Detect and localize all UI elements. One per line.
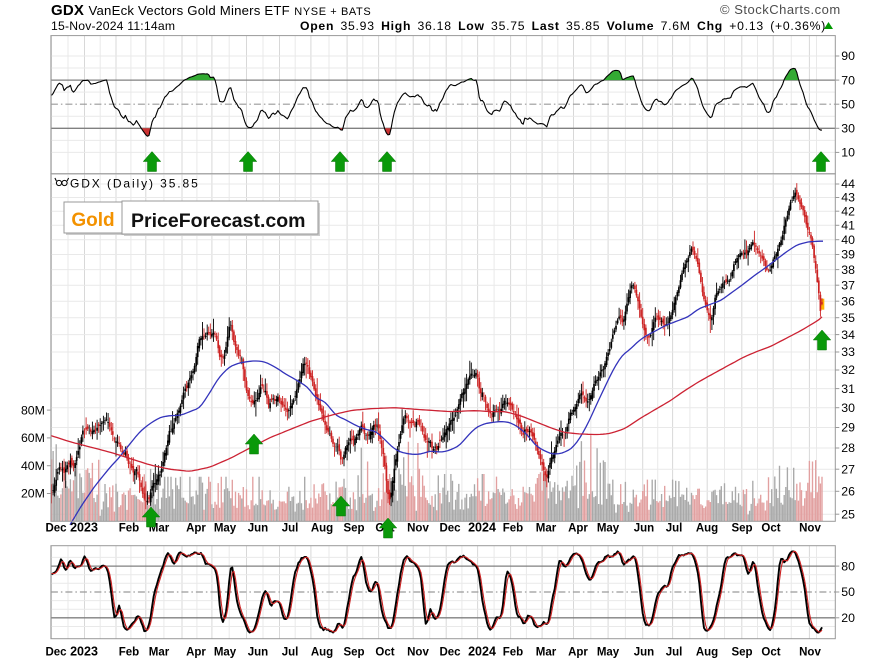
svg-text:60M: 60M [21,431,45,445]
svg-text:May: May [597,647,620,659]
svg-text:37: 37 [841,278,855,292]
svg-text:40M: 40M [21,459,45,473]
svg-text:2023: 2023 [70,521,98,535]
svg-text:Mar: Mar [149,647,170,659]
svg-text:36: 36 [841,294,855,308]
svg-text:Aug: Aug [311,647,333,659]
svg-text:Jun: Jun [248,523,268,535]
svg-text:GDX (Daily) 35.85: GDX (Daily) 35.85 [70,177,200,191]
svg-text:39: 39 [841,248,855,262]
svg-text:Feb: Feb [503,647,523,659]
svg-text:Jun: Jun [634,523,654,535]
svg-text:Aug: Aug [311,523,333,535]
svg-text:Gold: Gold [71,210,114,231]
svg-text:Jun: Jun [634,647,654,659]
svg-text:Oct: Oct [761,523,780,535]
svg-text:40: 40 [841,233,855,247]
svg-text:32: 32 [841,363,855,377]
svg-text:Sep: Sep [343,523,364,535]
svg-text:May: May [597,523,620,535]
svg-text:10: 10 [841,146,855,160]
svg-text:42: 42 [841,204,855,218]
svg-text:Sep: Sep [343,647,364,659]
svg-text:Nov: Nov [407,523,429,535]
svg-text:30: 30 [841,122,855,136]
svg-text:80: 80 [841,559,855,573]
svg-text:Oct: Oct [761,647,780,659]
svg-text:20M: 20M [21,487,45,501]
svg-text:43: 43 [841,191,855,205]
svg-text:Sep: Sep [731,523,752,535]
svg-text:Feb: Feb [119,523,139,535]
svg-text:Dec: Dec [45,647,67,659]
svg-text:Apr: Apr [186,647,206,659]
svg-text:34: 34 [841,328,855,342]
svg-text:20: 20 [841,611,855,625]
svg-text:2023: 2023 [70,645,98,659]
svg-text:Apr: Apr [186,523,206,535]
svg-text:26: 26 [841,485,855,499]
svg-text:90: 90 [841,49,855,63]
svg-text:Nov: Nov [799,647,821,659]
svg-text:Dec: Dec [45,523,67,535]
svg-text:Oct: Oct [375,647,394,659]
svg-text:27: 27 [841,462,855,476]
svg-text:30: 30 [841,401,855,415]
svg-text:Mar: Mar [536,647,557,659]
svg-text:Feb: Feb [503,523,523,535]
svg-text:GDX VanEck Vectors Gold Miners: GDX VanEck Vectors Gold Miners ETF NYSE … [51,2,371,19]
svg-text:Mar: Mar [536,523,557,535]
svg-text:41: 41 [841,219,855,233]
svg-text:Aug: Aug [696,647,718,659]
svg-text:29: 29 [841,421,855,435]
svg-text:31: 31 [841,382,855,396]
svg-text:Jul: Jul [666,647,683,659]
svg-text:Dec: Dec [439,647,461,659]
svg-text:PriceForecast.com: PriceForecast.com [131,210,306,232]
svg-text:Aug: Aug [696,523,718,535]
svg-text:38: 38 [841,263,855,277]
svg-text:50: 50 [841,585,855,599]
svg-text:Nov: Nov [799,523,821,535]
svg-text:70: 70 [841,73,855,87]
svg-text:2024: 2024 [468,645,496,659]
svg-text:Sep: Sep [731,647,752,659]
svg-text:Dec: Dec [439,523,461,535]
svg-text:May: May [214,647,237,659]
svg-text:2024: 2024 [468,521,496,535]
svg-text:Jun: Jun [248,647,268,659]
svg-text:Jul: Jul [282,523,299,535]
svg-text:Open 35.93 High 36.18 Low 35.7: Open 35.93 High 36.18 Low 35.75 Last 35.… [300,19,826,33]
svg-text:Apr: Apr [568,523,588,535]
svg-text:Apr: Apr [568,647,588,659]
svg-text:Nov: Nov [407,647,429,659]
svg-text:25: 25 [841,507,855,521]
svg-text:Feb: Feb [119,647,139,659]
svg-text:50: 50 [841,97,855,111]
svg-text:May: May [214,523,237,535]
svg-text:Jul: Jul [666,523,683,535]
svg-text:15-Nov-2024 11:14am: 15-Nov-2024 11:14am [51,19,175,33]
svg-text:Jul: Jul [282,647,299,659]
svg-text:© StockCharts.com: © StockCharts.com [720,2,841,17]
svg-text:35: 35 [841,311,855,325]
svg-text:33: 33 [841,345,855,359]
svg-text:80M: 80M [21,403,45,417]
svg-text:28: 28 [841,441,855,455]
svg-text:44: 44 [841,177,855,191]
